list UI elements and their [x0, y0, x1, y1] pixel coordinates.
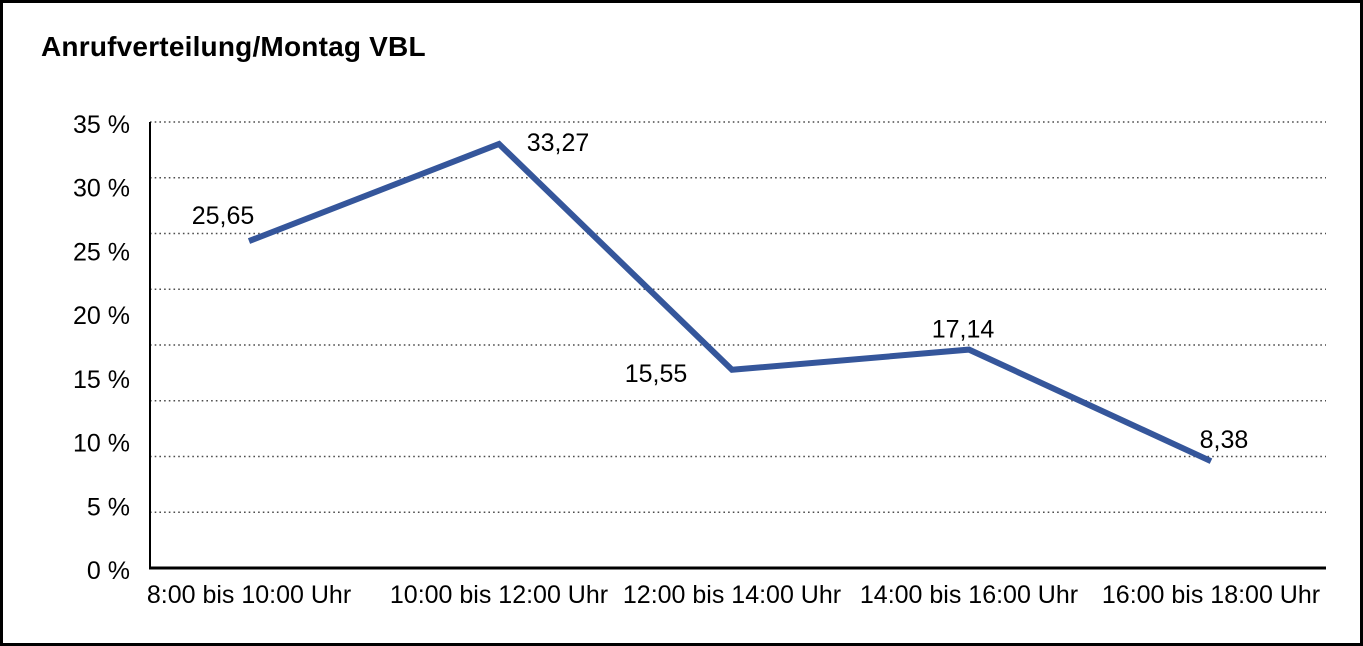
y-axis-tick-label: 25 %: [73, 238, 130, 266]
y-axis-tick-label: 0 %: [87, 557, 130, 585]
line-chart-canvas: 35 % 30 % 25 % 20 % 15 % 10 % 5 % 0 % 8:00 bis 1…: [73, 111, 1326, 609]
y-axis-tick-label: 10 %: [73, 430, 130, 458]
data-point-label: 33,27: [527, 129, 590, 157]
y-axis-tick-label: 20 %: [73, 302, 130, 330]
x-axis-category-label: 10:00 bis 12:00 Uhr: [390, 581, 608, 609]
y-axis-tick-label: 5 %: [87, 493, 130, 521]
data-point-label: 8,38: [1200, 426, 1249, 454]
data-point-label: 15,55: [625, 360, 688, 388]
y-axis-tick-label: 15 %: [73, 366, 130, 394]
x-axis-category-label: 12:00 bis 14:00 Uhr: [623, 581, 841, 609]
data-series-line: [247, 140, 1213, 464]
x-axis-category-label: 8:00 bis 10:00 Uhr: [147, 581, 351, 609]
x-axis-category-label: 16:00 bis 18:00 Uhr: [1102, 581, 1320, 609]
x-axis-category-label: 14:00 bis 16:00 Uhr: [860, 581, 1078, 609]
data-point-label: 17,14: [932, 316, 995, 344]
data-point-label: 25,65: [192, 202, 255, 230]
y-axis-tick-label: 30 %: [73, 175, 130, 203]
chart-title: Anrufverteilung/Montag VBL: [41, 31, 426, 62]
y-axis-tick-label: 35 %: [73, 111, 130, 139]
